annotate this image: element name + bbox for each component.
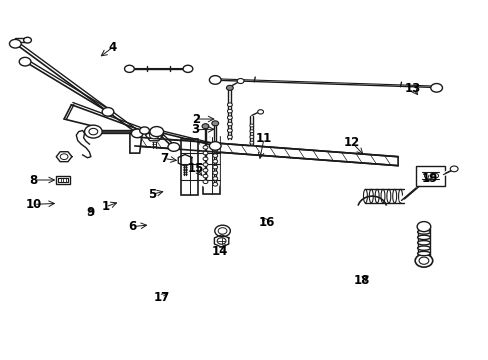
Ellipse shape	[417, 251, 429, 256]
Circle shape	[217, 238, 225, 244]
Circle shape	[124, 65, 134, 72]
Circle shape	[218, 228, 226, 234]
Ellipse shape	[212, 159, 217, 163]
Circle shape	[202, 124, 208, 129]
Ellipse shape	[212, 177, 217, 180]
Text: 2: 2	[191, 113, 200, 126]
Text: 14: 14	[211, 245, 228, 258]
Text: 16: 16	[258, 216, 274, 229]
Circle shape	[140, 127, 149, 134]
Circle shape	[131, 129, 143, 138]
Ellipse shape	[212, 165, 217, 169]
Text: 10: 10	[26, 198, 42, 211]
Polygon shape	[135, 137, 397, 166]
Text: 15: 15	[187, 162, 203, 175]
Ellipse shape	[392, 189, 396, 203]
Ellipse shape	[227, 122, 232, 126]
Text: 6: 6	[128, 220, 136, 233]
Circle shape	[424, 172, 432, 179]
Circle shape	[89, 129, 98, 135]
Text: 9: 9	[86, 206, 95, 219]
Circle shape	[19, 57, 31, 66]
Text: 7: 7	[160, 152, 168, 165]
Circle shape	[416, 222, 430, 231]
Circle shape	[414, 254, 432, 267]
Circle shape	[183, 65, 192, 72]
Text: 12: 12	[343, 136, 359, 149]
Text: 4: 4	[108, 41, 117, 54]
Circle shape	[23, 37, 31, 43]
Text: 8: 8	[30, 174, 38, 186]
Ellipse shape	[203, 168, 207, 172]
Text: 17: 17	[153, 291, 169, 304]
Text: 13: 13	[404, 82, 420, 95]
Polygon shape	[145, 130, 163, 141]
Ellipse shape	[249, 141, 253, 144]
Text: 5: 5	[147, 188, 156, 201]
Ellipse shape	[212, 154, 217, 157]
Bar	[56, 176, 70, 184]
Ellipse shape	[203, 157, 207, 161]
Circle shape	[237, 78, 244, 84]
Text: 18: 18	[353, 274, 369, 287]
Circle shape	[209, 76, 221, 84]
Ellipse shape	[203, 145, 207, 149]
Circle shape	[102, 108, 114, 116]
Circle shape	[214, 225, 230, 237]
Ellipse shape	[203, 163, 207, 166]
Ellipse shape	[417, 235, 429, 239]
Ellipse shape	[227, 109, 232, 113]
Polygon shape	[178, 154, 191, 166]
Circle shape	[432, 174, 438, 178]
Circle shape	[211, 121, 218, 126]
Ellipse shape	[203, 174, 207, 178]
Ellipse shape	[417, 230, 429, 234]
Ellipse shape	[249, 130, 253, 133]
Polygon shape	[181, 139, 198, 195]
Circle shape	[150, 127, 163, 136]
Ellipse shape	[227, 116, 232, 120]
Ellipse shape	[212, 183, 217, 186]
Ellipse shape	[227, 103, 232, 107]
Circle shape	[149, 132, 159, 139]
Circle shape	[418, 257, 428, 264]
Circle shape	[84, 125, 102, 138]
Ellipse shape	[203, 180, 207, 184]
Circle shape	[449, 166, 457, 172]
Ellipse shape	[212, 171, 217, 175]
Ellipse shape	[386, 189, 390, 203]
Ellipse shape	[374, 189, 378, 203]
Ellipse shape	[380, 189, 384, 203]
Ellipse shape	[398, 189, 402, 203]
Text: 11: 11	[255, 132, 272, 145]
Ellipse shape	[212, 148, 217, 152]
Circle shape	[257, 110, 263, 114]
Polygon shape	[130, 134, 142, 153]
Ellipse shape	[417, 246, 429, 250]
Circle shape	[60, 154, 68, 159]
Ellipse shape	[227, 135, 232, 139]
Circle shape	[226, 85, 233, 90]
Text: 3: 3	[191, 123, 200, 136]
Circle shape	[209, 141, 221, 150]
Text: 19: 19	[421, 172, 437, 185]
Circle shape	[430, 84, 442, 92]
Circle shape	[9, 40, 21, 48]
Ellipse shape	[203, 151, 207, 155]
Ellipse shape	[363, 189, 366, 203]
Text: 1: 1	[102, 201, 109, 213]
Ellipse shape	[249, 124, 253, 127]
Polygon shape	[56, 152, 72, 162]
Ellipse shape	[368, 189, 372, 203]
Bar	[415, 166, 445, 185]
Polygon shape	[214, 235, 228, 247]
Polygon shape	[203, 137, 220, 194]
Circle shape	[167, 143, 179, 151]
Ellipse shape	[417, 240, 429, 245]
Ellipse shape	[227, 129, 232, 132]
Ellipse shape	[249, 135, 253, 138]
